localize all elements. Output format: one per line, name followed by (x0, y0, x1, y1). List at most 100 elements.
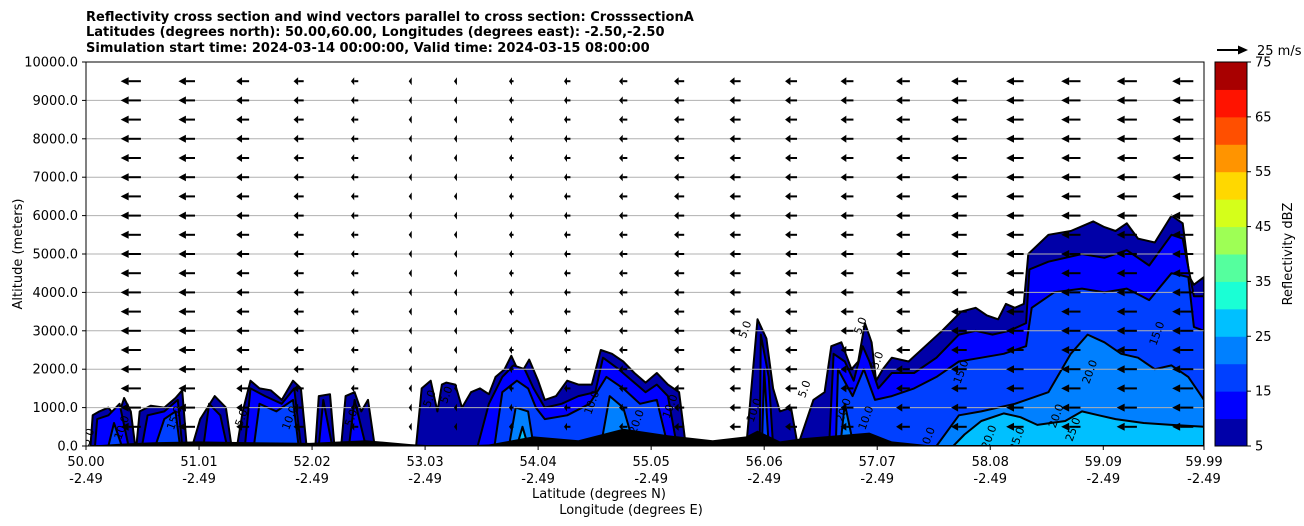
wind-vector (1006, 134, 1024, 143)
wind-vector (674, 326, 685, 335)
wind-vector (1061, 211, 1081, 220)
wind-vector-head (350, 173, 355, 182)
wind-vector (619, 422, 628, 431)
wind-vector-head (951, 403, 959, 412)
wind-vector (896, 230, 910, 239)
wind-vector (293, 173, 304, 182)
wind-vector (785, 96, 798, 105)
colorbar-tick-label: 35 (1255, 275, 1272, 290)
wind-vector (178, 230, 196, 239)
wind-vector-head (840, 346, 847, 354)
wind-vector-head (840, 173, 847, 182)
wind-vector (619, 250, 628, 258)
wind-vector (896, 192, 910, 201)
wind-vector (236, 77, 250, 86)
wind-vector-head (236, 365, 243, 374)
wind-vector-head (840, 307, 847, 316)
wind-vector-head (178, 365, 186, 374)
wind-vector (840, 154, 854, 162)
wind-vector-head (951, 173, 959, 182)
wind-vector (120, 250, 141, 258)
wind-vector-head (564, 403, 568, 412)
wind-vector-head (453, 326, 457, 335)
wind-vector-head (1116, 77, 1125, 86)
wind-vector-head (674, 403, 679, 412)
wind-vector (350, 77, 359, 86)
wind-vector (619, 346, 628, 354)
wind-vector-head (236, 288, 243, 297)
wind-vector-head (350, 346, 355, 354)
wind-vector-head (1006, 307, 1014, 316)
wind-vector (236, 115, 250, 124)
wind-vector-head (674, 154, 679, 162)
wind-vector (508, 384, 514, 393)
wind-vector-head (785, 211, 791, 220)
wind-vector-head (120, 346, 129, 354)
wind-vector-head (120, 326, 129, 335)
colorbar-segment (1215, 89, 1247, 118)
wind-vector (1006, 365, 1024, 374)
wind-vector (1172, 250, 1194, 258)
wind-vector-head (293, 269, 299, 278)
wind-vector-head (785, 154, 791, 162)
wind-vector (951, 77, 967, 86)
x-tick-label-longitude: -2.49 (973, 472, 1007, 487)
colorbar-segment (1215, 144, 1247, 173)
wind-vector-head (120, 250, 129, 258)
wind-vector-head (951, 96, 959, 105)
wind-vector-head (120, 403, 129, 412)
wind-vector (350, 403, 359, 412)
wind-vector-head (236, 96, 243, 105)
colorbar-tick-label: 5 (1255, 440, 1263, 455)
wind-vector (674, 96, 685, 105)
wind-vector-head (350, 134, 355, 143)
wind-vector-head (1061, 288, 1070, 297)
wind-vector (729, 77, 741, 86)
wind-vector (1061, 403, 1081, 412)
wind-vector (1061, 365, 1081, 374)
wind-vector (236, 211, 250, 220)
wind-vector (785, 134, 798, 143)
wind-vector (729, 422, 741, 431)
wind-vector-head (896, 134, 903, 143)
wind-vector-head (840, 403, 847, 412)
wind-vector-head (674, 192, 679, 201)
wind-vector (785, 230, 798, 239)
wind-vector-head (674, 250, 679, 258)
wind-vector (453, 192, 457, 201)
x-tick-label-longitude: -2.49 (69, 472, 103, 487)
contour-labels: 5.0 10.0 15.0 5.0 10.0 5.05.05.0 10.020.010.05… (86, 315, 1167, 446)
wind-vector-head (564, 154, 568, 162)
wind-vector (840, 211, 854, 220)
wind-vector (1116, 115, 1137, 124)
wind-vector (508, 326, 514, 335)
terrain (86, 428, 1204, 446)
contour-label: 5.0 (851, 315, 869, 336)
wind-vector (293, 384, 304, 393)
wind-vector-head (729, 250, 735, 258)
wind-vector (453, 230, 457, 239)
wind-vector (508, 173, 514, 182)
wind-vector (564, 211, 571, 220)
wind-vector-head (785, 192, 791, 201)
wind-vector (236, 307, 250, 316)
wind-vector (1172, 269, 1194, 278)
wind-vector (1116, 173, 1137, 182)
wind-vector (178, 134, 196, 143)
wind-vector (236, 269, 250, 278)
wind-vector-head (236, 192, 243, 201)
wind-vector-head (1061, 211, 1070, 220)
wind-vector-head (178, 326, 186, 335)
wind-vector-head (508, 230, 512, 239)
wind-vector-head (951, 134, 959, 143)
wind-vector-head (674, 77, 679, 86)
x-tick-label-latitude: 56.06 (746, 455, 783, 470)
wind-vector-head (508, 326, 512, 335)
wind-vector (120, 403, 141, 412)
wind-vector (120, 422, 141, 431)
wind-vector-head (564, 365, 568, 374)
wind-vector (674, 403, 685, 412)
wind-vector-head (408, 326, 412, 335)
wind-vector-head (1061, 192, 1070, 201)
wind-vector (508, 211, 514, 220)
